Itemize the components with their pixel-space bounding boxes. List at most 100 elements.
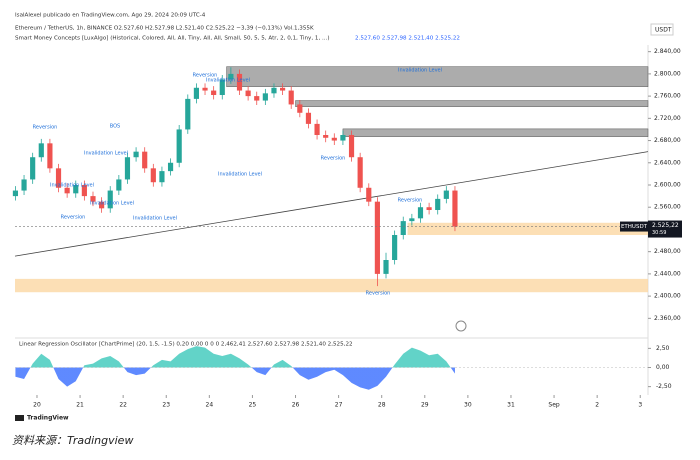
- x-tick-label: 27: [335, 402, 343, 409]
- x-tick-label: 31: [507, 402, 515, 409]
- candle-body: [38, 143, 44, 158]
- replay-icon[interactable]: [455, 320, 467, 332]
- annotation: Invalidation Level: [90, 201, 134, 207]
- candle-body: [297, 104, 303, 113]
- candle-body: [64, 187, 70, 194]
- candle-body: [185, 98, 191, 130]
- y-tick-label: 2.600,00: [654, 182, 681, 189]
- candle-body: [366, 187, 372, 202]
- candle-body: [452, 190, 458, 227]
- zone: [342, 128, 649, 137]
- candle-body: [245, 90, 251, 97]
- logo: TradingView: [27, 415, 69, 422]
- indicator-line: Smart Money Concepts [LuxAlgo] (Historic…: [15, 36, 330, 42]
- candle-body: [323, 135, 329, 138]
- candle-body: [254, 96, 260, 101]
- candle-body: [142, 151, 148, 169]
- candle-body: [280, 87, 286, 91]
- candle-body: [159, 171, 165, 183]
- candle-body: [133, 151, 139, 158]
- candle-body: [150, 168, 156, 183]
- annotation: Invalidation Level: [50, 183, 94, 189]
- candle-body: [116, 179, 122, 191]
- candle-body: [228, 73, 234, 80]
- x-tick-label: 24: [206, 402, 214, 409]
- y-tick-label: 2.560,00: [654, 204, 681, 211]
- candle-body: [21, 179, 27, 191]
- candle-body: [331, 137, 337, 141]
- zone: [226, 66, 649, 87]
- y-tick-label: 2.760,00: [654, 93, 681, 100]
- annotation: Reversion: [193, 73, 218, 79]
- candle-body: [383, 260, 389, 274]
- annotation: Reversion: [366, 291, 391, 297]
- annotation: Invalidation Level: [133, 216, 177, 222]
- x-tick-label: 3: [638, 402, 642, 409]
- y-tick-label: 2.480,00: [654, 248, 681, 255]
- indicator-values: 2.527,60 2.527,98 2.521,40 2.525,22: [355, 36, 460, 42]
- candle-body: [340, 135, 346, 141]
- y-tick-label: 2.680,00: [654, 137, 681, 144]
- logo-icon: [15, 415, 24, 421]
- y-tick-label: 2.640,00: [654, 159, 681, 166]
- y-tick-label: 2.800,00: [654, 70, 681, 77]
- annotation: Invalidation Level: [84, 151, 128, 157]
- candle-body: [193, 87, 199, 99]
- candle-body: [73, 185, 79, 194]
- annotation: Reversion: [33, 125, 58, 131]
- y-tick-label: 2.400,00: [654, 293, 681, 300]
- x-tick-label: 30: [464, 402, 472, 409]
- x-tick-label: 22: [119, 402, 127, 409]
- annotation: Invalidation Level: [398, 68, 442, 74]
- oscillator-title: Linear Regression Oscillator [ChartPrime…: [19, 342, 353, 348]
- candle-body: [262, 93, 268, 101]
- annotation: Reversion: [398, 198, 423, 204]
- candle-body: [124, 157, 131, 180]
- candle-body: [176, 129, 182, 163]
- candle-body: [236, 73, 243, 91]
- candle-body: [219, 79, 225, 95]
- candle-body: [400, 221, 406, 235]
- candle-body: [305, 112, 312, 124]
- publisher: IsalAlexel publicado en TradingView.com,…: [15, 13, 206, 19]
- candle-body: [314, 123, 320, 135]
- y-tick-label: -2,50: [656, 383, 672, 390]
- zone: [295, 100, 649, 107]
- x-tick-label: 28: [378, 402, 386, 409]
- source-caption: 资料来源：Tradingview: [12, 434, 133, 447]
- x-tick-label: 21: [76, 402, 84, 409]
- symbol-label: ETHUSDT: [621, 224, 648, 230]
- trend-line: [14, 151, 649, 257]
- x-tick-label: 2: [595, 402, 599, 409]
- symbol-box: [620, 221, 648, 232]
- candle-body: [211, 90, 217, 95]
- currency: USDT: [655, 27, 672, 34]
- candle-body: [357, 157, 363, 188]
- annotation: BOS: [110, 124, 120, 130]
- y-tick-label: 0,00: [656, 364, 670, 371]
- y-tick-label: 2.440,00: [654, 270, 681, 277]
- y-tick-label: 2.720,00: [654, 115, 681, 122]
- price-label: 2.525,22: [652, 222, 679, 229]
- y-tick-label: 2.840,00: [654, 48, 681, 55]
- candle-body: [81, 185, 87, 197]
- y-tick-label: 2.360,00: [654, 315, 681, 322]
- candle-body: [202, 87, 208, 91]
- candle-body: [12, 190, 19, 197]
- candle-body: [288, 90, 294, 105]
- candle-body: [348, 135, 355, 158]
- candle-body: [107, 190, 113, 209]
- zone: [407, 222, 648, 235]
- candle-body: [409, 218, 415, 222]
- candle-body: [435, 198, 441, 210]
- annotation: Reversion: [61, 215, 86, 221]
- y-tick-label: 2,50: [656, 345, 670, 352]
- candle-body: [271, 87, 277, 94]
- candle-body: [55, 168, 62, 188]
- x-tick-label: 25: [249, 402, 257, 409]
- x-tick-label: Sep: [548, 402, 560, 409]
- candle-body: [392, 235, 398, 260]
- x-tick-label: 23: [162, 402, 170, 409]
- candle-body: [374, 201, 380, 274]
